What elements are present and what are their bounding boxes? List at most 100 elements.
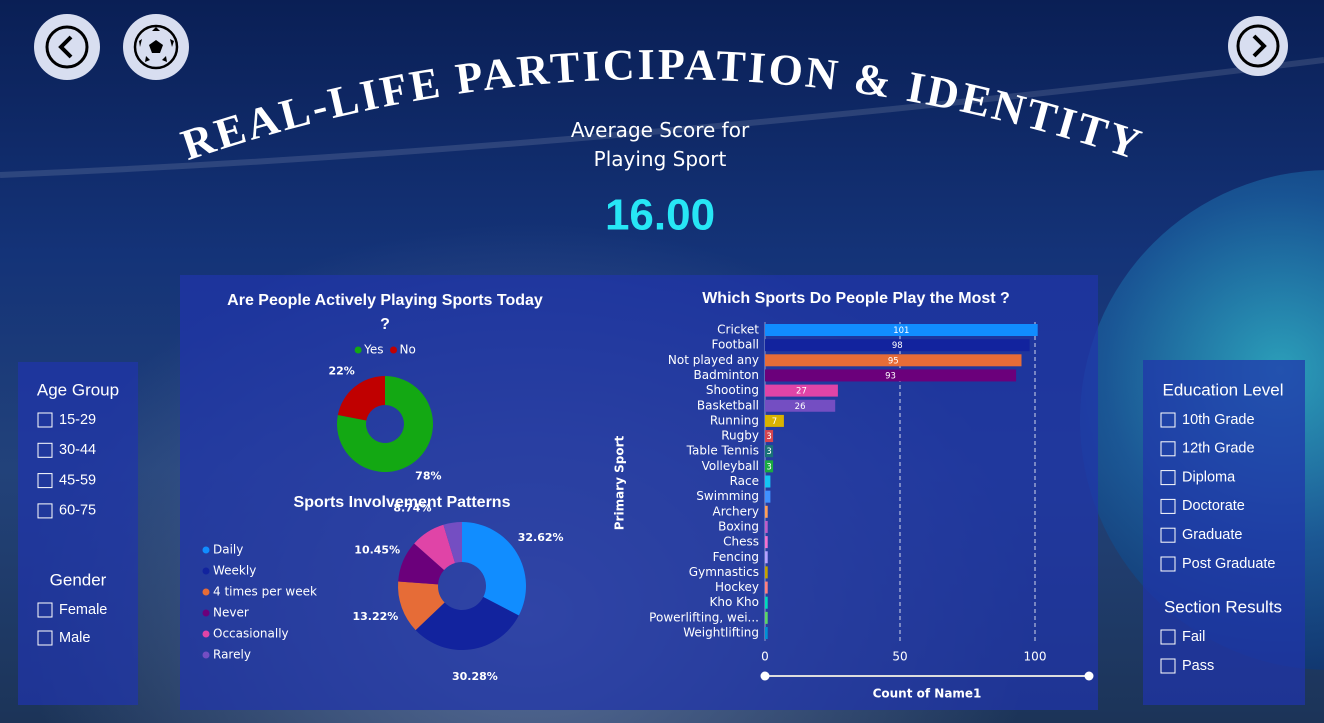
bar xyxy=(765,414,784,427)
slicer-option[interactable]: Post Graduate xyxy=(1182,556,1276,572)
y-tick-label: Football xyxy=(711,338,759,352)
donut-slice xyxy=(415,597,519,650)
bar xyxy=(765,581,768,594)
kpi-label: Average Score for Playing Sport xyxy=(570,118,750,171)
bar xyxy=(765,490,771,503)
slicer-option[interactable]: 15-29 xyxy=(59,412,96,428)
legend-marker xyxy=(202,546,210,554)
donut-slice xyxy=(337,376,434,473)
y-tick-label: Fencing xyxy=(713,550,759,564)
y-tick-label: Basketball xyxy=(697,398,759,412)
data-label: 13.22% xyxy=(353,610,399,623)
y-tick-label: Shooting xyxy=(706,383,759,397)
bar xyxy=(765,369,1017,382)
slicer-option[interactable]: Diploma xyxy=(1182,469,1236,485)
legend-label: Weekly xyxy=(213,564,256,578)
checkbox[interactable] xyxy=(1160,658,1176,674)
y-tick-label: Swimming xyxy=(696,489,759,503)
home-button[interactable] xyxy=(123,14,189,80)
kpi-value: 16.00 xyxy=(605,191,715,240)
y-tick-label: Race xyxy=(730,474,759,488)
bar xyxy=(765,551,768,564)
checkbox[interactable] xyxy=(1160,498,1176,514)
checkbox[interactable] xyxy=(37,630,53,646)
slicer-option[interactable]: Graduate xyxy=(1182,527,1242,543)
legend-marker xyxy=(202,651,210,659)
scroll-handle[interactable] xyxy=(1084,671,1094,681)
bar xyxy=(765,611,768,624)
slicer-option[interactable]: Male xyxy=(59,630,90,646)
legend: Yes No xyxy=(354,343,416,357)
bar xyxy=(765,536,768,549)
checkbox[interactable] xyxy=(1160,441,1176,457)
checkbox[interactable] xyxy=(1160,629,1176,645)
checkbox[interactable] xyxy=(37,503,53,519)
legend-label: Never xyxy=(213,606,249,620)
checkbox[interactable] xyxy=(1160,556,1176,572)
bar xyxy=(765,627,768,639)
donut-slice xyxy=(398,543,445,585)
data-label: 95 xyxy=(888,356,899,366)
y-tick-label: Kho Kho xyxy=(710,595,759,609)
y-tick-label: Table Tennis xyxy=(686,444,759,458)
data-label: 3 xyxy=(766,432,771,442)
bar xyxy=(765,430,774,443)
next-button[interactable] xyxy=(1228,16,1288,76)
data-label: 93 xyxy=(885,371,896,381)
slicer-option[interactable]: Pass xyxy=(1182,658,1214,674)
checkbox[interactable] xyxy=(37,442,53,458)
donut-slice xyxy=(443,522,462,564)
slicer-option[interactable]: 10th Grade xyxy=(1182,412,1255,428)
bar xyxy=(765,520,768,533)
y-tick-label: Gymnastics xyxy=(689,565,759,579)
y-tick-label: Hockey xyxy=(715,580,759,594)
bar xyxy=(765,445,774,458)
y-tick-label: Badminton xyxy=(694,368,759,382)
scroll-handle[interactable] xyxy=(760,671,770,681)
bar xyxy=(765,324,1038,336)
checkbox[interactable] xyxy=(37,473,53,489)
donut-slice xyxy=(398,581,445,631)
bar xyxy=(765,399,836,412)
legend-marker xyxy=(390,346,398,354)
data-label: 3 xyxy=(766,462,771,472)
back-button[interactable] xyxy=(34,14,100,80)
slicer-title: Education Level xyxy=(1163,380,1284,399)
legend-label: 4 times per week xyxy=(213,585,317,599)
y-tick-label: Volleyball xyxy=(702,459,759,473)
data-label: 22% xyxy=(328,365,354,378)
data-label: 98 xyxy=(892,341,903,351)
data-label: 30.28% xyxy=(452,670,498,683)
bar xyxy=(765,475,771,488)
x-tick-label: 100 xyxy=(1024,650,1047,664)
slicer-option[interactable]: Fail xyxy=(1182,629,1205,645)
slicer-option[interactable]: Doctorate xyxy=(1182,498,1245,514)
legend-label: Yes xyxy=(363,343,383,357)
slicer-option[interactable]: 12th Grade xyxy=(1182,441,1255,457)
checkbox[interactable] xyxy=(1160,412,1176,428)
checkbox[interactable] xyxy=(1160,470,1176,486)
legend-marker xyxy=(202,609,210,617)
slicer-option[interactable]: 30-44 xyxy=(59,442,96,458)
data-label: 26 xyxy=(795,402,806,412)
checkbox[interactable] xyxy=(37,412,53,428)
donut-slice xyxy=(414,524,456,571)
bar xyxy=(765,354,1022,367)
donut-slice xyxy=(337,376,385,421)
chart-title: Which Sports Do People Play the Most ? xyxy=(702,290,1010,307)
checkbox[interactable] xyxy=(1160,527,1176,543)
data-label: 78% xyxy=(415,469,441,482)
slicer-option[interactable]: Female xyxy=(59,602,107,618)
data-label: 7 xyxy=(772,417,777,427)
slicer-panel xyxy=(1143,360,1305,705)
slicer-option[interactable]: 45-59 xyxy=(59,472,96,488)
x-tick-label: 0 xyxy=(761,650,769,664)
checkbox[interactable] xyxy=(37,602,53,618)
slicer-title: Section Results xyxy=(1164,597,1282,616)
y-tick-label: Rugby xyxy=(721,429,759,443)
slicer-option[interactable]: 60-75 xyxy=(59,503,96,519)
y-tick-label: Chess xyxy=(723,535,759,549)
slicer-title: Age Group xyxy=(37,380,119,399)
data-label: 3 xyxy=(766,447,771,457)
